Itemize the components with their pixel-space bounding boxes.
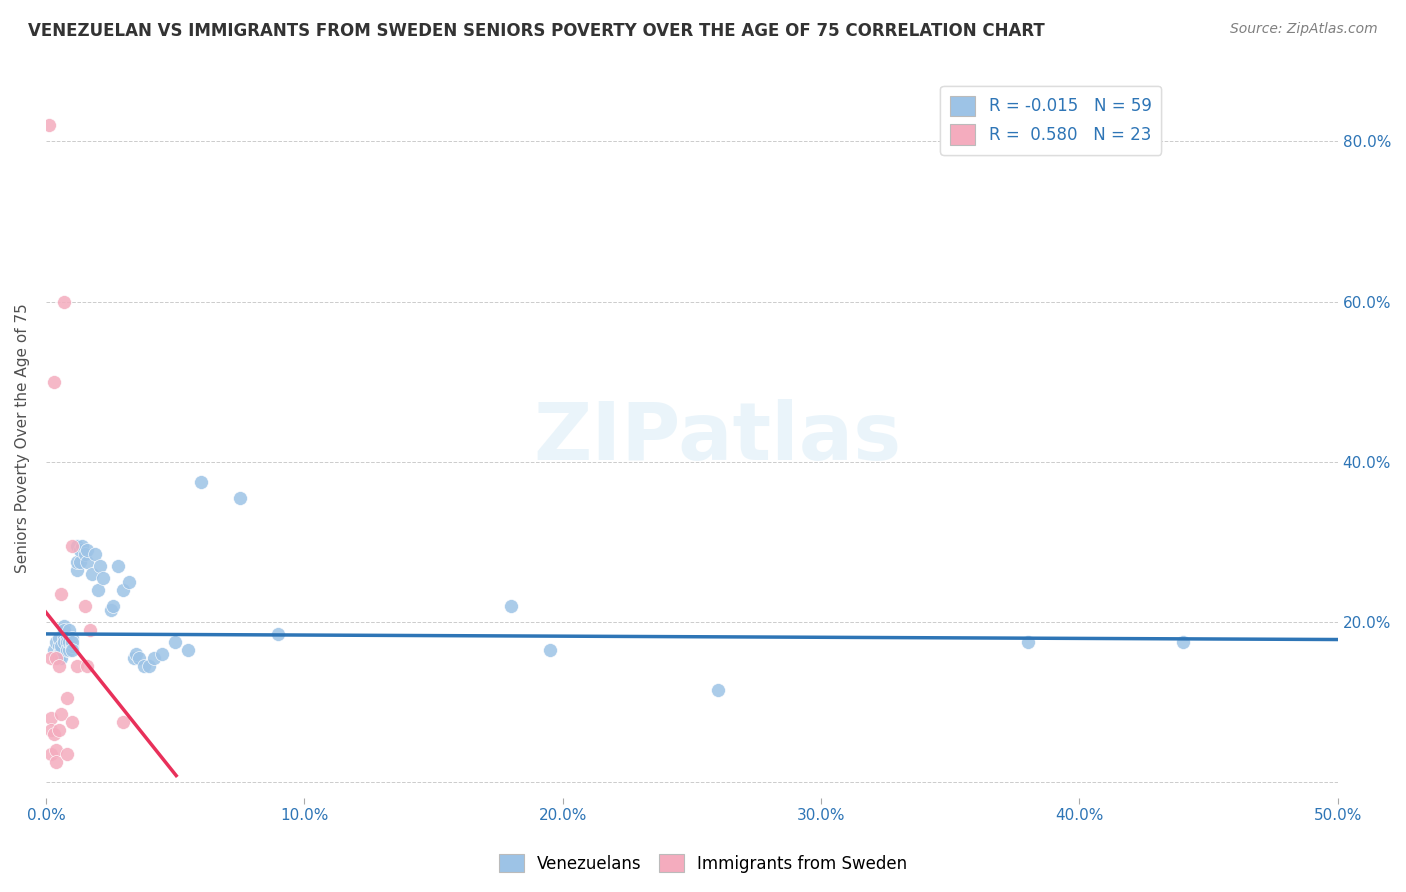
Point	[45, 635, 67, 649]
Point	[58, 643, 80, 657]
Point	[107, 558, 129, 573]
Point	[48, 723, 70, 737]
Point	[60, 635, 83, 649]
Point	[69, 555, 91, 569]
Point	[177, 643, 200, 657]
Point	[122, 651, 145, 665]
Point	[125, 647, 148, 661]
Point	[55, 631, 77, 645]
Point	[51, 639, 73, 653]
Point	[55, 747, 77, 761]
Point	[86, 582, 108, 597]
Point	[150, 647, 173, 661]
Legend: Venezuelans, Immigrants from Sweden: Venezuelans, Immigrants from Sweden	[492, 847, 914, 880]
Point	[73, 599, 96, 613]
Point	[228, 491, 250, 505]
Point	[143, 651, 166, 665]
Point	[48, 647, 70, 661]
Point	[128, 651, 150, 665]
Point	[60, 539, 83, 553]
Point	[538, 643, 561, 657]
Point	[66, 539, 89, 553]
Point	[190, 475, 212, 489]
Point	[39, 747, 62, 761]
Point	[60, 643, 83, 657]
Legend: R = -0.015   N = 59, R =  0.580   N = 23: R = -0.015 N = 59, R = 0.580 N = 23	[941, 86, 1161, 155]
Point	[84, 547, 107, 561]
Point	[55, 690, 77, 705]
Point	[45, 743, 67, 757]
Point	[48, 651, 70, 665]
Text: VENEZUELAN VS IMMIGRANTS FROM SWEDEN SENIORS POVERTY OVER THE AGE OF 75 CORRELAT: VENEZUELAN VS IMMIGRANTS FROM SWEDEN SEN…	[28, 22, 1045, 40]
Point	[60, 714, 83, 729]
Point	[58, 635, 80, 649]
Point	[76, 542, 98, 557]
Point	[53, 294, 76, 309]
Point	[138, 659, 160, 673]
Point	[66, 555, 89, 569]
Point	[66, 563, 89, 577]
Point	[706, 683, 728, 698]
Point	[51, 651, 73, 665]
Point	[42, 727, 65, 741]
Point	[55, 643, 77, 657]
Point	[1017, 635, 1039, 649]
Point	[267, 627, 290, 641]
Point	[58, 623, 80, 637]
Point	[53, 623, 76, 637]
Point	[42, 375, 65, 389]
Y-axis label: Seniors Poverty Over the Age of 75: Seniors Poverty Over the Age of 75	[15, 303, 30, 573]
Point	[60, 639, 83, 653]
Point	[48, 631, 70, 645]
Point	[55, 635, 77, 649]
Point	[76, 555, 98, 569]
Point	[1171, 635, 1194, 649]
Point	[79, 623, 101, 637]
Point	[66, 659, 89, 673]
Text: ZIPatlas: ZIPatlas	[533, 399, 901, 476]
Point	[39, 711, 62, 725]
Point	[117, 574, 139, 589]
Point	[39, 723, 62, 737]
Point	[45, 651, 67, 665]
Point	[60, 631, 83, 645]
Point	[38, 119, 60, 133]
Point	[89, 558, 111, 573]
Point	[53, 619, 76, 633]
Point	[112, 714, 135, 729]
Point	[69, 542, 91, 557]
Point	[48, 639, 70, 653]
Point	[73, 547, 96, 561]
Point	[134, 659, 156, 673]
Text: Source: ZipAtlas.com: Source: ZipAtlas.com	[1230, 22, 1378, 37]
Point	[100, 603, 122, 617]
Point	[48, 659, 70, 673]
Point	[499, 599, 522, 613]
Point	[53, 631, 76, 645]
Point	[42, 643, 65, 657]
Point	[101, 599, 124, 613]
Point	[76, 659, 98, 673]
Point	[70, 539, 93, 553]
Point	[45, 755, 67, 769]
Point	[165, 635, 187, 649]
Point	[51, 706, 73, 721]
Point	[82, 566, 104, 581]
Point	[112, 582, 135, 597]
Point	[39, 651, 62, 665]
Point	[51, 587, 73, 601]
Point	[51, 643, 73, 657]
Point	[53, 635, 76, 649]
Point	[91, 571, 114, 585]
